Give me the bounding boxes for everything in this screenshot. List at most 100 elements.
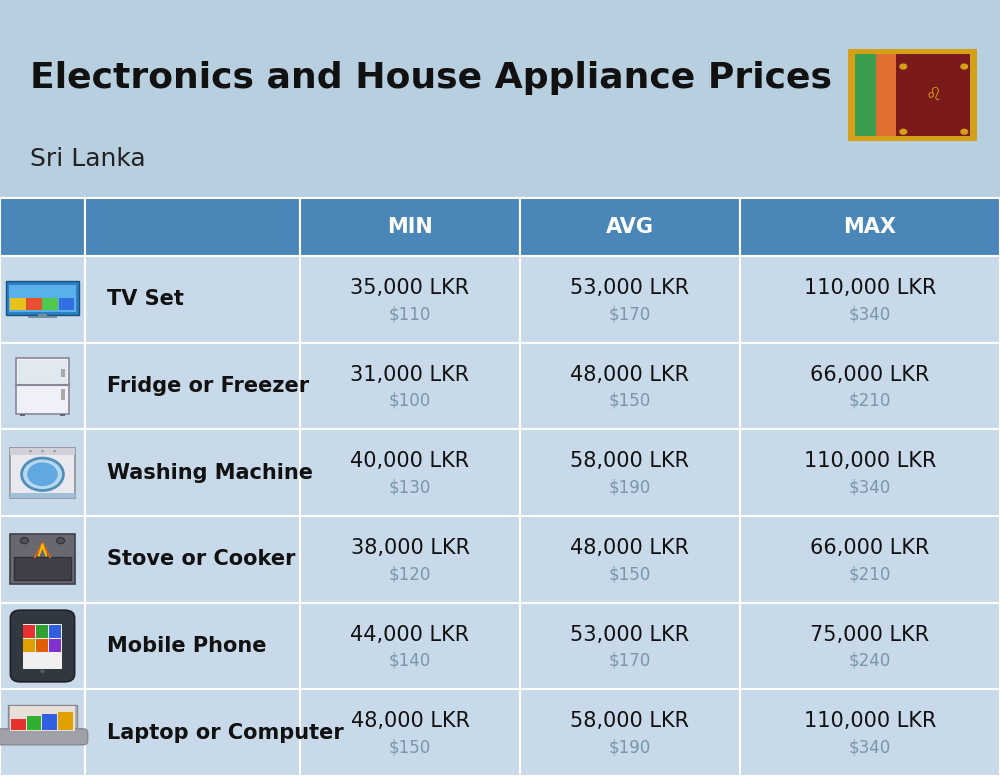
Text: $240: $240 (849, 652, 891, 670)
Text: MIN: MIN (387, 217, 433, 237)
Bar (20, 414, 25, 416)
Bar (740, 256, 1000, 343)
Text: Washing Machine: Washing Machine (107, 462, 313, 483)
Circle shape (20, 538, 28, 544)
Bar (14, 557, 71, 580)
Bar (85, 343, 300, 429)
Bar (61, 390, 65, 400)
Bar (300, 689, 520, 776)
Bar (740, 603, 1000, 689)
Text: 110,000 LKR: 110,000 LKR (804, 712, 936, 732)
Bar (23, 624, 62, 670)
Bar (300, 256, 520, 343)
Bar (85, 429, 300, 516)
Text: 48,000 LKR: 48,000 LKR (570, 365, 690, 385)
Text: $210: $210 (849, 392, 891, 410)
Circle shape (960, 64, 968, 70)
Bar (520, 198, 740, 256)
Bar (740, 516, 1000, 603)
Bar (0, 198, 85, 256)
Bar (9, 286, 76, 312)
Text: Stove or Cooker: Stove or Cooker (107, 549, 296, 570)
Bar (85, 689, 300, 776)
Bar (740, 429, 1000, 516)
Bar (38, 314, 47, 317)
Text: 38,000 LKR: 38,000 LKR (351, 538, 470, 558)
Text: AVG: AVG (606, 217, 654, 237)
Bar (59, 298, 74, 310)
Bar (520, 516, 740, 603)
Text: 48,000 LKR: 48,000 LKR (570, 538, 690, 558)
Bar (36, 625, 48, 639)
Bar (0, 516, 85, 603)
Text: $150: $150 (609, 392, 651, 410)
Bar (520, 343, 740, 429)
Text: 58,000 LKR: 58,000 LKR (570, 452, 690, 472)
Bar (0, 603, 85, 689)
Bar (855, 54, 876, 136)
Bar (49, 625, 61, 639)
Text: $210: $210 (849, 565, 891, 583)
Bar (10, 706, 75, 731)
Text: 66,000 LKR: 66,000 LKR (810, 538, 930, 558)
Text: $140: $140 (389, 652, 431, 670)
Bar (896, 54, 970, 136)
Text: 31,000 LKR: 31,000 LKR (350, 365, 470, 385)
Bar (26, 298, 42, 310)
Bar (848, 49, 977, 141)
Text: 48,000 LKR: 48,000 LKR (351, 712, 470, 732)
Text: Sri Lanka: Sri Lanka (30, 147, 146, 171)
Circle shape (53, 450, 56, 452)
Bar (300, 343, 520, 429)
Text: 110,000 LKR: 110,000 LKR (804, 452, 936, 472)
Text: $100: $100 (389, 392, 431, 410)
Text: 75,000 LKR: 75,000 LKR (810, 625, 930, 645)
Bar (36, 639, 48, 652)
Bar (85, 603, 300, 689)
Text: 53,000 LKR: 53,000 LKR (570, 625, 690, 645)
Bar (520, 429, 740, 516)
Bar (0, 256, 85, 343)
Text: 44,000 LKR: 44,000 LKR (350, 625, 470, 645)
Text: $340: $340 (849, 305, 891, 323)
Text: $110: $110 (389, 305, 431, 323)
Circle shape (960, 129, 968, 135)
Bar (740, 343, 1000, 429)
Text: TV Set: TV Set (107, 289, 184, 310)
Circle shape (899, 64, 907, 70)
Bar (42, 298, 58, 310)
Text: Laptop or Computer: Laptop or Computer (107, 722, 344, 743)
Polygon shape (38, 544, 47, 556)
Text: $190: $190 (609, 479, 651, 497)
Text: ♌: ♌ (925, 86, 941, 104)
Bar (10, 298, 26, 310)
Bar (0, 689, 85, 776)
Bar (23, 625, 35, 639)
Bar (0, 343, 85, 429)
Text: $170: $170 (609, 305, 651, 323)
Bar (520, 603, 740, 689)
Polygon shape (34, 542, 51, 558)
Text: $190: $190 (609, 739, 651, 757)
Circle shape (29, 450, 32, 452)
Bar (58, 712, 73, 730)
Bar (28, 317, 57, 318)
Bar (520, 689, 740, 776)
Text: $170: $170 (609, 652, 651, 670)
Bar (740, 198, 1000, 256)
Circle shape (27, 462, 58, 486)
Bar (520, 256, 740, 343)
Bar (85, 198, 300, 256)
Bar (16, 358, 69, 414)
Bar (6, 281, 79, 315)
Text: 58,000 LKR: 58,000 LKR (570, 712, 690, 732)
Bar (740, 689, 1000, 776)
FancyBboxPatch shape (10, 610, 75, 682)
Circle shape (41, 450, 44, 452)
Bar (300, 429, 520, 516)
Bar (27, 716, 41, 730)
Bar (42, 714, 57, 730)
Bar (8, 705, 77, 733)
FancyBboxPatch shape (0, 729, 88, 745)
Bar (23, 639, 35, 652)
